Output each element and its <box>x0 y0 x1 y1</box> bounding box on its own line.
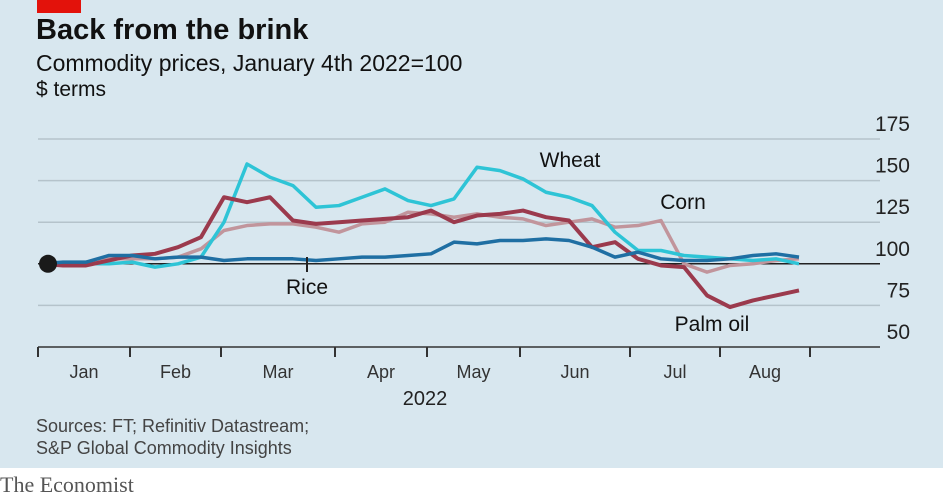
y-tick-label: 75 <box>887 279 910 302</box>
series-label-wheat: Wheat <box>540 149 601 172</box>
x-tick-label: Aug <box>749 362 781 382</box>
chart-title: Back from the brink <box>36 14 309 46</box>
series-line-wheat <box>40 162 800 269</box>
x-tick-label: Apr <box>367 362 395 382</box>
x-axis-title: 2022 <box>403 388 448 410</box>
x-tick-label: Jul <box>663 362 686 382</box>
brand-logo: The Economist <box>0 472 134 495</box>
economist-red-tag <box>37 0 81 13</box>
chart-subtitle: Commodity prices, January 4th 2022=100 <box>36 50 463 76</box>
x-tick-label: May <box>456 362 490 382</box>
y-tick-label: 175 <box>875 113 910 136</box>
x-tick-label: Jan <box>69 362 98 382</box>
line-chart: 50 75 100 125 150 175 Jan Feb Mar Apr May Jun Jul Aug… <box>37 113 910 410</box>
series-label-corn: Corn <box>660 191 706 214</box>
y-tick-label: 125 <box>875 196 910 219</box>
x-tick-label: Jun <box>560 362 589 382</box>
footer: The Economist <box>0 468 943 495</box>
series-line-rice <box>39 237 800 266</box>
y-tick-label: 100 <box>875 238 910 261</box>
y-tick-label: 150 <box>875 155 910 178</box>
x-tick-label: Feb <box>160 362 191 382</box>
series-label-palm-oil: Palm oil <box>675 313 750 336</box>
series-label-rice: Rice <box>286 276 328 299</box>
x-tick-label: Mar <box>263 362 294 382</box>
baseline-dot <box>39 254 57 273</box>
series-line-palm-oil <box>39 195 800 310</box>
sources-line-1: Sources: FT; Refinitiv Datastream; <box>36 416 310 436</box>
y-tick-label: 50 <box>887 321 910 344</box>
sources-line-2: S&P Global Commodity Insights <box>36 438 292 458</box>
unit-label: $ terms <box>36 78 107 101</box>
